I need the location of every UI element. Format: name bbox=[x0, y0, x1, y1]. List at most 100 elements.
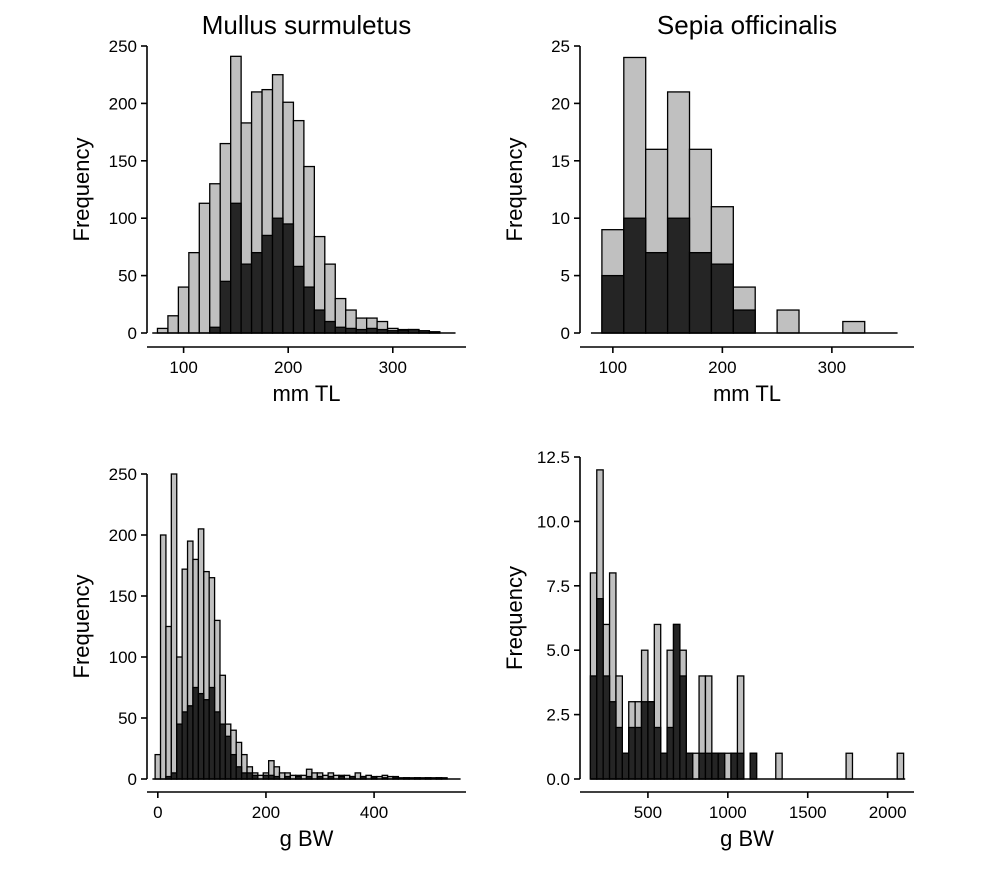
x-tick-label: 500 bbox=[634, 803, 662, 822]
y-tick-label: 200 bbox=[109, 94, 137, 113]
x-axis-label: g BW bbox=[720, 826, 774, 851]
bar-subset bbox=[653, 726, 662, 780]
bar-total bbox=[845, 752, 854, 780]
bar-total bbox=[170, 473, 178, 780]
y-tick-label: 50 bbox=[118, 267, 137, 286]
bar-total bbox=[159, 534, 167, 780]
bar-total bbox=[723, 752, 732, 780]
bar-subset bbox=[192, 686, 200, 780]
bar-subset bbox=[292, 265, 305, 334]
bar-total bbox=[311, 772, 318, 780]
bar-subset bbox=[640, 701, 649, 780]
bar-subset bbox=[749, 752, 758, 780]
bar-subset bbox=[230, 753, 237, 780]
bar-subset bbox=[224, 735, 232, 780]
bar-subset bbox=[240, 263, 253, 334]
x-tick-label: 200 bbox=[274, 358, 302, 377]
bar-subset bbox=[334, 326, 347, 334]
bar-subset bbox=[271, 217, 284, 334]
bar-total bbox=[209, 183, 221, 334]
y-tick-label: 5 bbox=[561, 267, 570, 286]
bar-total bbox=[165, 625, 172, 780]
bar-subset bbox=[615, 726, 624, 780]
y-tick-label: 7.5 bbox=[546, 577, 570, 596]
bar-subset bbox=[623, 217, 647, 334]
bar-subset bbox=[313, 309, 326, 334]
y-axis-label: Frequency bbox=[502, 138, 527, 242]
bar-subset bbox=[203, 699, 210, 780]
bar-subset bbox=[589, 675, 598, 780]
y-tick-label: 5.0 bbox=[546, 641, 570, 660]
bar-subset bbox=[717, 752, 726, 780]
y-tick-label: 15 bbox=[551, 152, 570, 171]
x-tick-label: 1000 bbox=[709, 803, 747, 822]
bar-total bbox=[896, 752, 905, 780]
bar-subset bbox=[170, 772, 178, 780]
chart-title: Sepia officinalis bbox=[657, 10, 837, 40]
bar-subset bbox=[710, 263, 734, 334]
bar-total bbox=[775, 752, 783, 780]
bar-subset bbox=[213, 711, 221, 780]
x-axis-label: g BW bbox=[280, 826, 334, 851]
x-tick-label: 100 bbox=[599, 358, 627, 377]
x-tick-label: 300 bbox=[379, 358, 407, 377]
bar-total bbox=[842, 320, 866, 334]
bar-subset bbox=[235, 766, 243, 780]
bar-total bbox=[198, 202, 211, 334]
bar-subset bbox=[645, 251, 669, 334]
chart-panel-1: 0 50 100 150 200 250 100 200 300 mm TL Frequency Mu… bbox=[69, 10, 466, 406]
bar-subset bbox=[261, 234, 274, 334]
x-tick-label: 100 bbox=[169, 358, 197, 377]
chart-title: Mullus surmuletus bbox=[202, 10, 412, 40]
bar-subset bbox=[608, 701, 617, 780]
bar-subset bbox=[698, 752, 707, 780]
bar-subset bbox=[621, 752, 630, 780]
bar-subset bbox=[181, 711, 189, 780]
y-tick-label: 10 bbox=[551, 209, 570, 228]
bar-subset bbox=[666, 217, 691, 334]
y-tick-label: 100 bbox=[109, 209, 137, 228]
bar-subset bbox=[197, 692, 205, 780]
bar-subset bbox=[176, 723, 183, 780]
bar-subset bbox=[660, 752, 668, 780]
bar-total bbox=[154, 753, 162, 780]
x-axis-label: mm TL bbox=[713, 381, 781, 406]
bar-subset bbox=[324, 320, 336, 334]
y-tick-label: 12.5 bbox=[537, 448, 570, 467]
y-tick-label: 10.0 bbox=[537, 512, 570, 531]
bar-subset bbox=[732, 309, 756, 334]
x-tick-label: 200 bbox=[708, 358, 736, 377]
chart-panel-4: 0.0 2.5 5.0 7.5 10.0 12.5 500 1000 1500 2000 g BW F… bbox=[502, 448, 914, 851]
bar-subset bbox=[666, 726, 675, 780]
chart-panel-2: 0 5 10 15 20 25 100 200 300 mm TL Frequency Sepia o… bbox=[502, 10, 914, 406]
bar-subset bbox=[186, 705, 194, 780]
bar-subset bbox=[672, 623, 681, 780]
x-tick-label: 200 bbox=[252, 803, 280, 822]
bar-subset bbox=[246, 772, 254, 780]
y-axis-label: Frequency bbox=[69, 575, 94, 679]
bar-subset bbox=[685, 752, 694, 780]
y-tick-label: 2.5 bbox=[546, 706, 570, 725]
bar-subset bbox=[679, 675, 687, 780]
bar-subset bbox=[282, 223, 295, 334]
x-tick-label: 1500 bbox=[789, 803, 827, 822]
bar-total bbox=[177, 286, 190, 334]
bar-subset bbox=[208, 686, 216, 780]
y-tick-label: 150 bbox=[109, 152, 137, 171]
bar-subset bbox=[634, 726, 643, 780]
bar-subset bbox=[601, 274, 625, 334]
y-axis-label: Frequency bbox=[69, 138, 94, 242]
bar-total bbox=[278, 772, 286, 780]
y-tick-label: 20 bbox=[551, 94, 570, 113]
bar-subset bbox=[628, 726, 636, 780]
bar-subset bbox=[230, 202, 242, 334]
bar-subset bbox=[711, 752, 719, 780]
bar-total bbox=[167, 315, 180, 334]
y-tick-label: 50 bbox=[118, 709, 137, 728]
y-tick-label: 25 bbox=[551, 37, 570, 56]
x-axis-label: mm TL bbox=[272, 381, 340, 406]
bar-total bbox=[776, 309, 800, 334]
y-tick-label: 0 bbox=[561, 324, 570, 343]
chart-panel-3: 0 50 100 150 200 250 0 200 400 g BW Frequency bbox=[69, 465, 466, 851]
